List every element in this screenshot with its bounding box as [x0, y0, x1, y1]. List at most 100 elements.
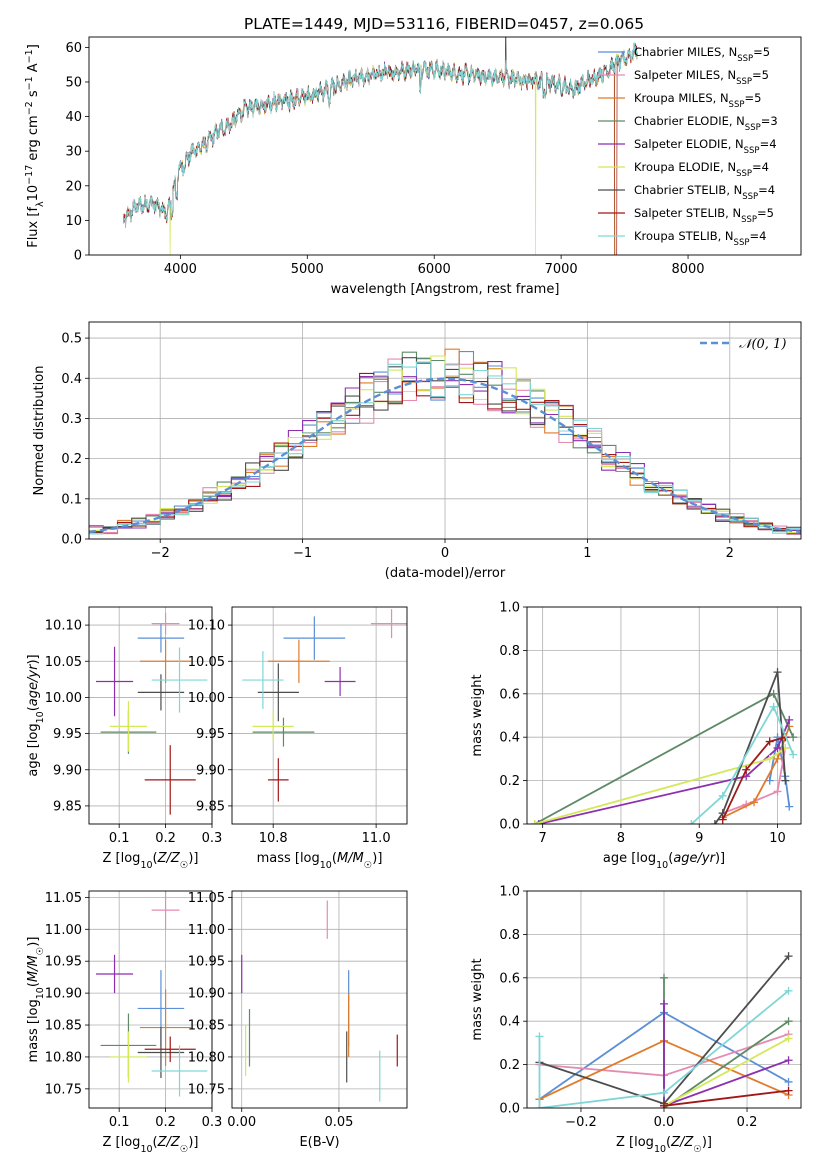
plot-area-massweight_vs_age [530, 668, 798, 824]
marker-salpeter-stelib [742, 765, 751, 774]
x-tick-label: 2 [726, 546, 734, 561]
label-part: age [log [603, 851, 656, 866]
legend-entry-salpeter-miles: Salpeter MILES, NSSP=5 [634, 68, 769, 87]
label-part: ] [26, 44, 41, 49]
label-part: M/M [26, 955, 41, 982]
marker-chabrier-elodie [660, 973, 668, 982]
marker-salpeter-miles [773, 787, 782, 796]
y-tick-label: 1.0 [499, 601, 520, 616]
y-tick-label: 10 [65, 214, 82, 229]
y-axis-label: age [log10(age/yr)] [26, 654, 46, 776]
x-tick-label: 0.2 [737, 1115, 758, 1130]
marker-chabrier-miles [765, 776, 774, 785]
label-part: 10 [35, 987, 46, 999]
x-tick-label: 0 [441, 546, 449, 561]
label-part: Z [log [103, 851, 141, 866]
y-tick-label: 10.05 [188, 655, 225, 670]
label-part: )] [26, 654, 41, 664]
spectrum-line-kroupa-miles [122, 42, 638, 228]
y-tick-label: 9.95 [53, 727, 82, 742]
plot-area-residuals [89, 348, 801, 535]
y-tick-label: 1.0 [499, 885, 520, 900]
label-part: Z [log [616, 1135, 654, 1150]
label-part: ☉ [364, 860, 373, 871]
plot-area-spectrum [122, 37, 638, 255]
legend-count: =5 [752, 68, 769, 82]
x-axis-label: (data-model)/error [385, 566, 506, 581]
y-tick-label: 10.05 [45, 655, 82, 670]
legend-model-name: Chabrier ELODIE, N [634, 114, 745, 128]
label-part: )] [26, 937, 41, 947]
y-tick-label: 30 [65, 145, 82, 160]
label-part: Z/Z [157, 851, 181, 866]
legend-entry-salpeter-elodie: Salpeter ELODIE, NSSP=4 [634, 137, 777, 156]
legend-entry-chabrier-miles: Chabrier MILES, NSSP=5 [634, 45, 770, 64]
marker-kroupa-stelib [769, 702, 778, 711]
label-part: ☉ [180, 1144, 189, 1155]
marker-salpeter-elodie [534, 820, 543, 824]
x-tick-label: 0.05 [324, 1115, 353, 1130]
label-part: 10 [656, 860, 668, 871]
label-part: )] [188, 1135, 198, 1150]
y-tick-label: 9.90 [53, 763, 82, 778]
legend-sub: SSP [744, 146, 760, 156]
mass-weight-line-salpeter-stelib [663, 1089, 789, 1107]
label-part: age/yr [26, 663, 41, 706]
x-tick-label: 10.8 [259, 831, 288, 846]
marker-kroupa-elodie [530, 820, 539, 824]
y-tick-label: 10.85 [188, 1019, 225, 1034]
legend-model-name: Salpeter STELIB, N [634, 206, 741, 220]
plot-area-age_vs_mass [242, 609, 407, 802]
normal-reference-curve [89, 377, 801, 534]
figure-title: PLATE=1449, MJD=53116, FIBERID=0457, z=0… [244, 15, 644, 33]
y-tick-label: 60 [65, 41, 82, 56]
marker-chabrier-stelib [784, 952, 793, 961]
x-tick-label: 0.3 [202, 1115, 223, 1130]
y-tick-label: 0.8 [499, 644, 520, 659]
x-tick-label: −2 [151, 546, 170, 561]
panel-age_vs_Z: 0.1 0.2 0.3 9.85 9.90 9.95 10.00 10.05 10.10 Z [l… [26, 606, 222, 871]
legend-sub: SSP [737, 54, 753, 64]
y-axis-label: mass weight [470, 674, 485, 756]
marker-kroupa-stelib [789, 750, 798, 759]
label-part: Z/Z [670, 1135, 694, 1150]
y-tick-label: 0.0 [499, 1102, 520, 1117]
legend-model-name: Kroupa MILES, N [634, 91, 729, 105]
marker-kroupa-stelib [784, 986, 793, 995]
marker-kroupa-stelib [535, 1032, 544, 1041]
y-tick-label: 11.05 [188, 891, 225, 906]
legend-model-name: Salpeter MILES, N [634, 68, 736, 82]
axes-frame [526, 890, 802, 1109]
y-tick-label: 0.6 [499, 971, 520, 986]
histogram-kroupa-stelib [89, 361, 801, 535]
legend-sub: SSP [745, 123, 761, 133]
marker-salpeter-stelib [718, 815, 727, 824]
x-tick-label: 11.0 [362, 831, 391, 846]
mass-weight-line-salpeter-elodie [538, 719, 791, 824]
legend-count: =4 [752, 160, 769, 174]
label-part: s [26, 90, 41, 101]
panel-massweight_vs_Z: −0.2 0.0 0.2 0.0 0.2 0.4 0.6 0.8 1.0 Z [log10(Z/Z… [470, 885, 802, 1155]
spectrum-line-chabrier-stelib [122, 37, 638, 225]
label-part: ( [153, 851, 158, 866]
label-part: 10 [320, 860, 332, 871]
legend-model-name: Chabrier STELIB, N [634, 183, 742, 197]
legend-sub: SSP [736, 77, 752, 87]
label-part: E(B-V) [299, 1135, 339, 1150]
legend-sub: SSP [734, 238, 750, 248]
panel-mass_vs_Z: 0.1 0.2 0.3 10.75 10.80 10.85 10.90 10.95 11.00 1… [26, 890, 223, 1155]
marker-salpeter-stelib [765, 737, 774, 746]
x-tick-label: −1 [293, 546, 312, 561]
x-axis-label: Z [log10(Z/Z☉)] [103, 851, 199, 871]
marker-salpeter-elodie [784, 1056, 793, 1065]
marker-kroupa-miles [750, 798, 759, 807]
legend-model-name: Salpeter ELODIE, N [634, 137, 744, 151]
legend-model-name: Kroupa STELIB, N [634, 229, 734, 243]
legend-count: =3 [761, 114, 778, 128]
mass-weight-line-salpeter-miles [722, 747, 787, 814]
y-tick-label: 10.75 [188, 1082, 225, 1097]
y-tick-label: 0.4 [499, 731, 520, 746]
marker-chabrier-miles [785, 802, 794, 811]
label-part: ( [332, 851, 337, 866]
